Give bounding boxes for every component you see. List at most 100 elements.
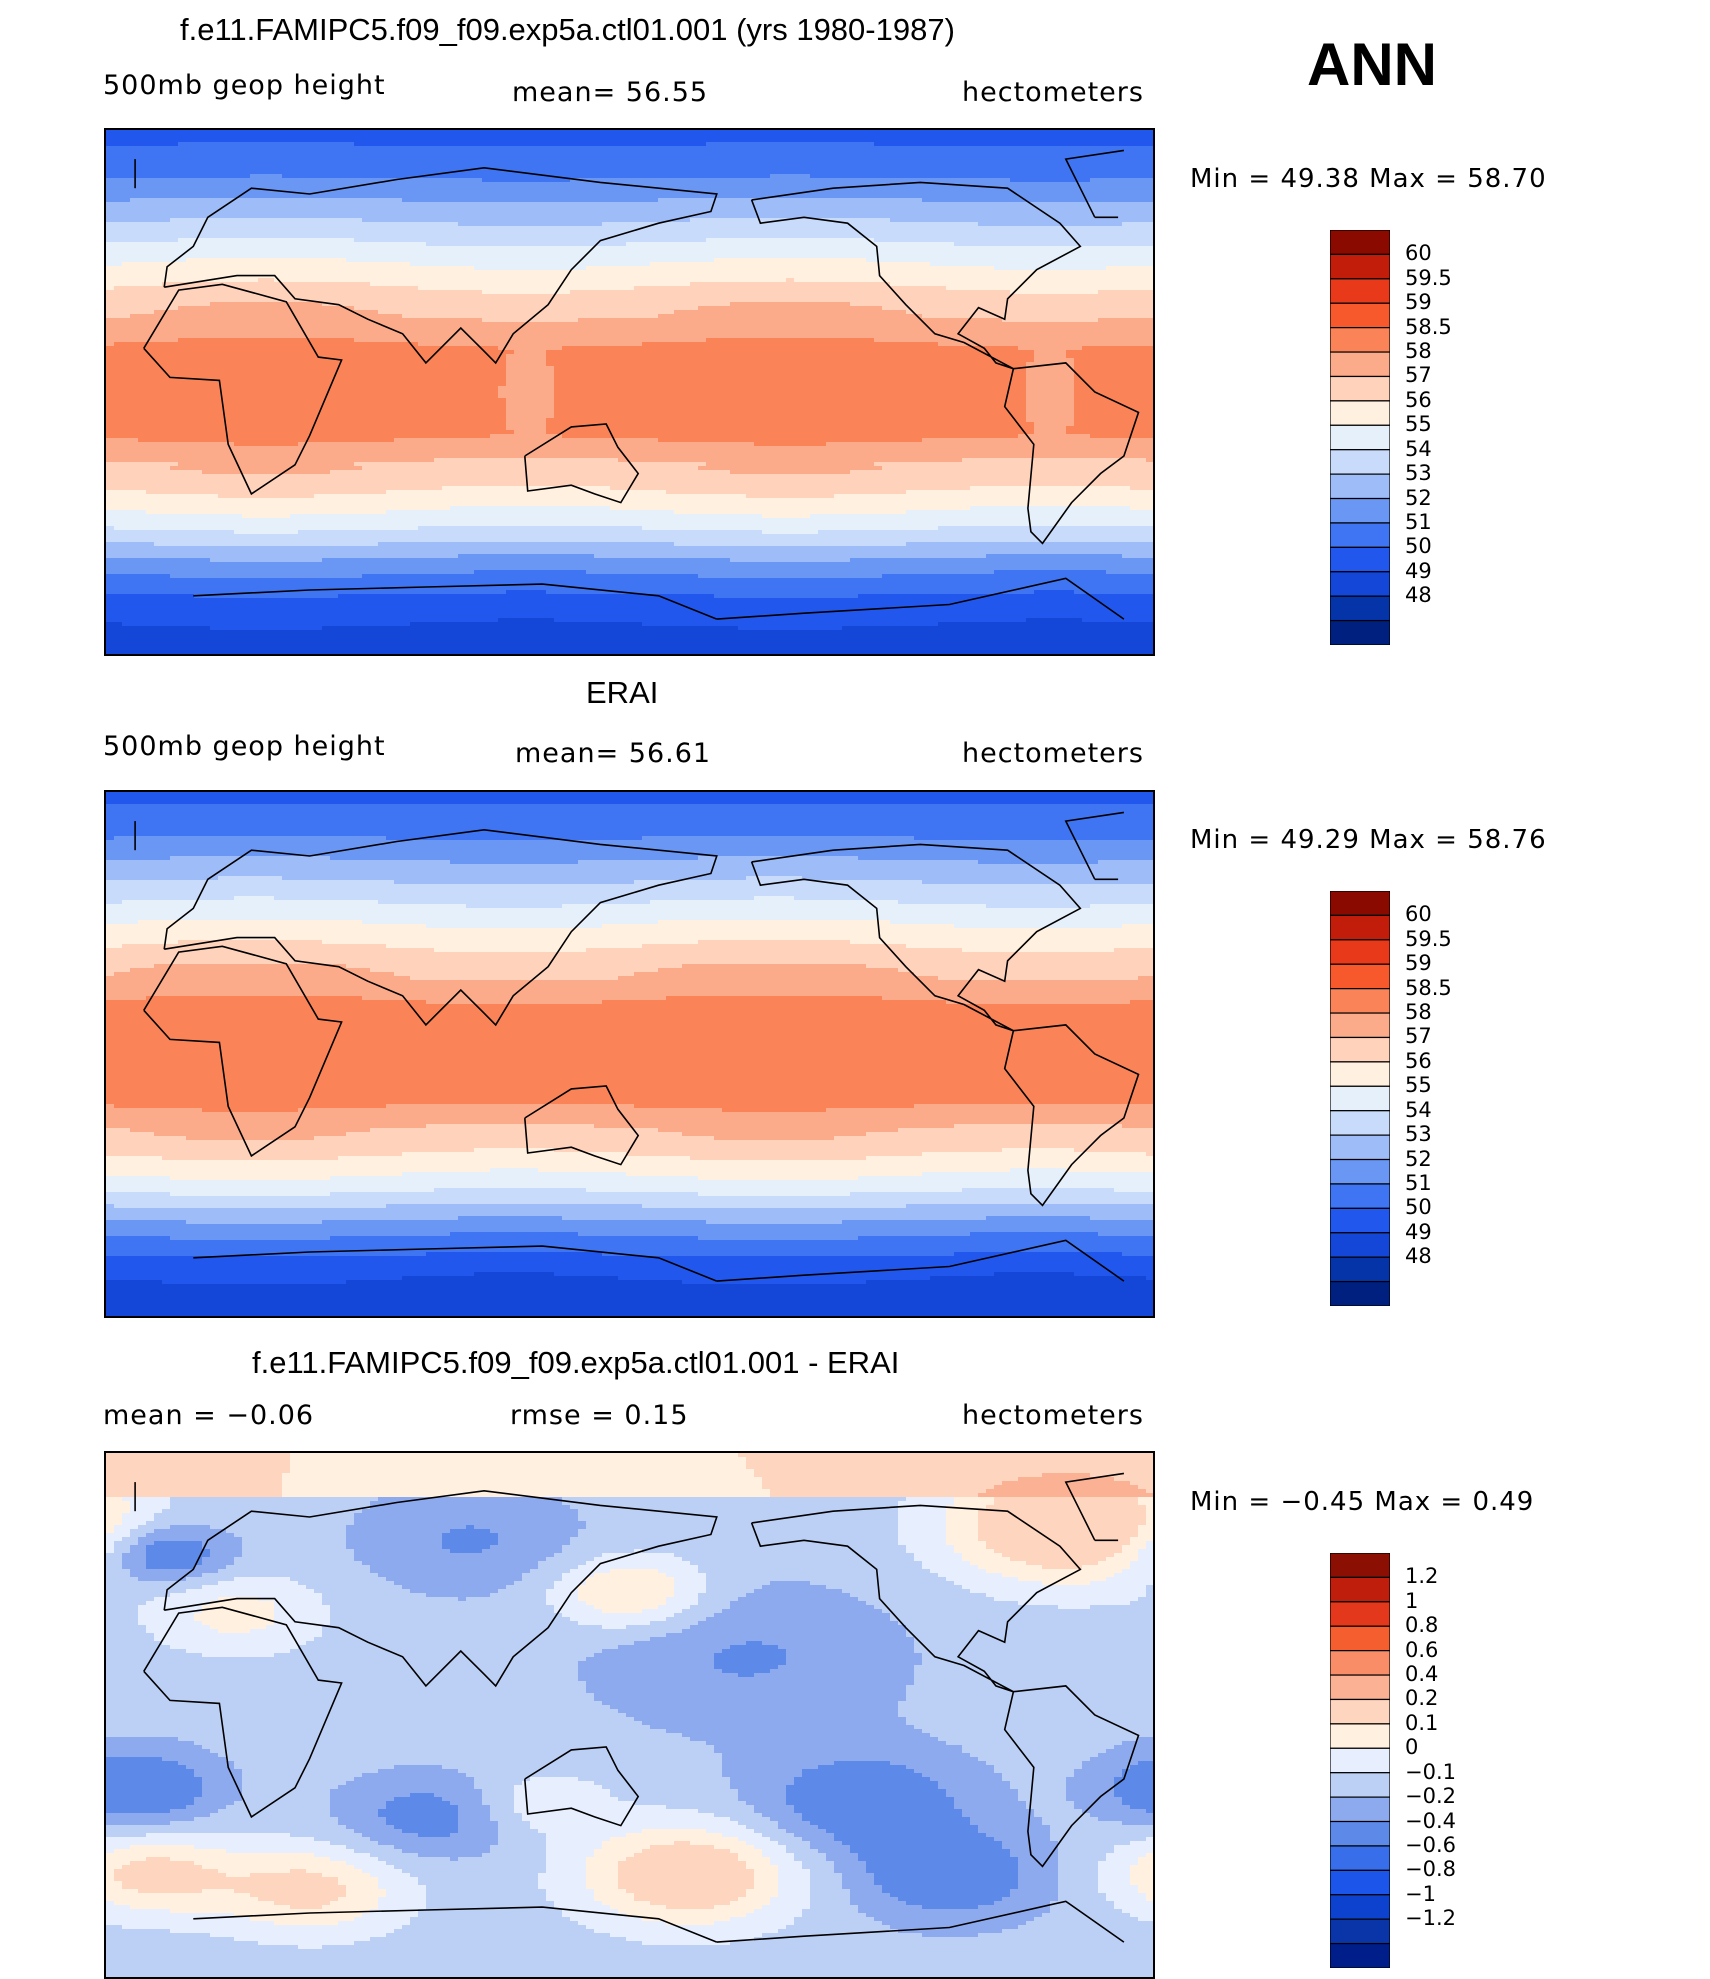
panel3-title: f.e11.FAMIPC5.f09_f09.exp5a.ctl01.001 - … <box>252 1345 899 1381</box>
colorbar-tick-label: −0.8 <box>1405 1857 1456 1881</box>
colorbar-swatch <box>1329 327 1391 353</box>
colorbar-swatch <box>1329 1650 1391 1676</box>
colorbar-tick-label: 50 <box>1405 534 1432 558</box>
colorbar-tick-label: −0.1 <box>1405 1760 1456 1784</box>
colorbar-tick-label: 0.1 <box>1405 1711 1438 1735</box>
colorbar-tick-label: 0 <box>1405 1735 1418 1759</box>
panel3-mean-label: mean = −0.06 <box>103 1400 314 1431</box>
colorbar-swatch <box>1329 1772 1391 1798</box>
colorbar-tick-label: 53 <box>1405 1122 1432 1146</box>
colorbar-tick-label: 58 <box>1405 339 1432 363</box>
colorbar-swatch <box>1329 939 1391 965</box>
colorbar-swatch <box>1329 1625 1391 1652</box>
colorbar-tick-label: 59.5 <box>1405 927 1452 951</box>
colorbar-tick-label: −0.4 <box>1405 1809 1456 1833</box>
colorbar-tick-label: 56 <box>1405 1049 1432 1073</box>
colorbar-tick-label: 57 <box>1405 363 1432 387</box>
coastline <box>193 583 718 620</box>
colorbar-swatch <box>1329 473 1391 500</box>
colorbar-swatch <box>1329 449 1391 475</box>
coastline <box>716 1239 1125 1282</box>
panel1-mean-label: mean= 56.55 <box>512 77 708 108</box>
colorbar-swatch <box>1329 1256 1391 1283</box>
panel3-rmse-label: rmse = 0.15 <box>510 1400 689 1431</box>
panel2-variable-label: 500mb geop height <box>103 731 386 762</box>
coastline <box>143 283 343 496</box>
panel3-minmax: Min = −0.45 Max = 0.49 <box>1190 1487 1534 1517</box>
colorbar-tick-label: 58 <box>1405 1000 1432 1024</box>
colorbar-swatch <box>1329 571 1391 597</box>
colorbar-swatch <box>1329 1061 1391 1087</box>
panel3-units-label: hectometers <box>962 1400 1144 1431</box>
colorbar-swatch <box>1329 1942 1391 1969</box>
panel1-units-label: hectometers <box>962 77 1144 108</box>
colorbar-swatch <box>1329 1698 1391 1725</box>
colorbar-tick-label: 55 <box>1405 412 1432 436</box>
panel2-title: ERAI <box>586 675 658 711</box>
colorbar-tick-label: 0.2 <box>1405 1686 1438 1710</box>
coastline <box>716 577 1125 620</box>
colorbar-tick-label: 48 <box>1405 1244 1432 1268</box>
colorbar-tick-label: 59.5 <box>1405 266 1452 290</box>
colorbar-tick-label: 59 <box>1405 290 1432 314</box>
panel3-map <box>104 1451 1155 1979</box>
coastline <box>750 843 1082 1032</box>
colorbar-swatch <box>1329 1012 1391 1039</box>
colorbar-tick-label: 54 <box>1405 437 1432 461</box>
colorbar-swatch <box>1329 595 1391 622</box>
colorbar-swatch <box>1329 1158 1391 1185</box>
coastline <box>1064 811 1125 880</box>
colorbar-tick-label: 49 <box>1405 559 1432 583</box>
coastline <box>524 1085 640 1166</box>
panel2-map <box>104 790 1155 1318</box>
colorbar-swatch <box>1329 1036 1391 1063</box>
colorbar-swatch <box>1329 1747 1391 1774</box>
colorbar-swatch <box>1329 1207 1391 1234</box>
coastline <box>1003 1024 1140 1207</box>
colorbar-tick-label: 60 <box>1405 902 1432 926</box>
coastline <box>143 1606 343 1819</box>
colorbar-tick-label: 57 <box>1405 1024 1432 1048</box>
colorbar-tick-label: 1.2 <box>1405 1564 1438 1588</box>
colorbar-tick-label: −1 <box>1405 1882 1436 1906</box>
coastline <box>716 1900 1125 1943</box>
season-label: ANN <box>1307 30 1437 99</box>
colorbar-swatch <box>1329 1085 1391 1112</box>
panel1-variable-label: 500mb geop height <box>103 70 386 101</box>
colorbar-swatch <box>1329 546 1391 573</box>
colorbar-swatch <box>1329 963 1391 990</box>
colorbar-swatch <box>1329 1183 1391 1209</box>
coastline <box>524 423 640 504</box>
colorbar-tick-label: −0.6 <box>1405 1833 1456 1857</box>
colorbar-tick-label: 60 <box>1405 241 1432 265</box>
colorbar-swatch <box>1329 1576 1391 1603</box>
colorbar-swatch <box>1329 1280 1391 1307</box>
colorbar-tick-label: 58.5 <box>1405 976 1452 1000</box>
colorbar-swatch <box>1329 1232 1391 1258</box>
coastline <box>750 1504 1082 1693</box>
colorbar-tick-label: 53 <box>1405 461 1432 485</box>
coastline <box>1064 1472 1125 1541</box>
colorbar-swatch <box>1329 1674 1391 1701</box>
panel2-colorbar <box>1329 890 1391 1310</box>
colorbar-swatch <box>1329 1796 1391 1823</box>
colorbar-tick-label: 0.4 <box>1405 1662 1438 1686</box>
colorbar-tick-label: 51 <box>1405 1171 1432 1195</box>
colorbar-swatch <box>1329 351 1391 378</box>
colorbar-swatch <box>1329 1845 1391 1871</box>
colorbar-swatch <box>1329 497 1391 524</box>
colorbar-swatch <box>1329 619 1391 646</box>
panel2-minmax: Min = 49.29 Max = 58.76 <box>1190 825 1547 855</box>
coastline <box>1003 362 1140 545</box>
panel1-colorbar <box>1329 229 1391 649</box>
colorbar-swatch <box>1329 1820 1391 1847</box>
panel2-units-label: hectometers <box>962 738 1144 769</box>
colorbar-tick-label: 54 <box>1405 1098 1432 1122</box>
coastline <box>524 1746 640 1827</box>
colorbar-tick-label: 56 <box>1405 388 1432 412</box>
colorbar-swatch <box>1329 1552 1391 1579</box>
colorbar-swatch <box>1329 1894 1391 1920</box>
coastline <box>1003 1685 1140 1868</box>
colorbar-tick-label: 0.8 <box>1405 1613 1438 1637</box>
colorbar-tick-label: 49 <box>1405 1220 1432 1244</box>
